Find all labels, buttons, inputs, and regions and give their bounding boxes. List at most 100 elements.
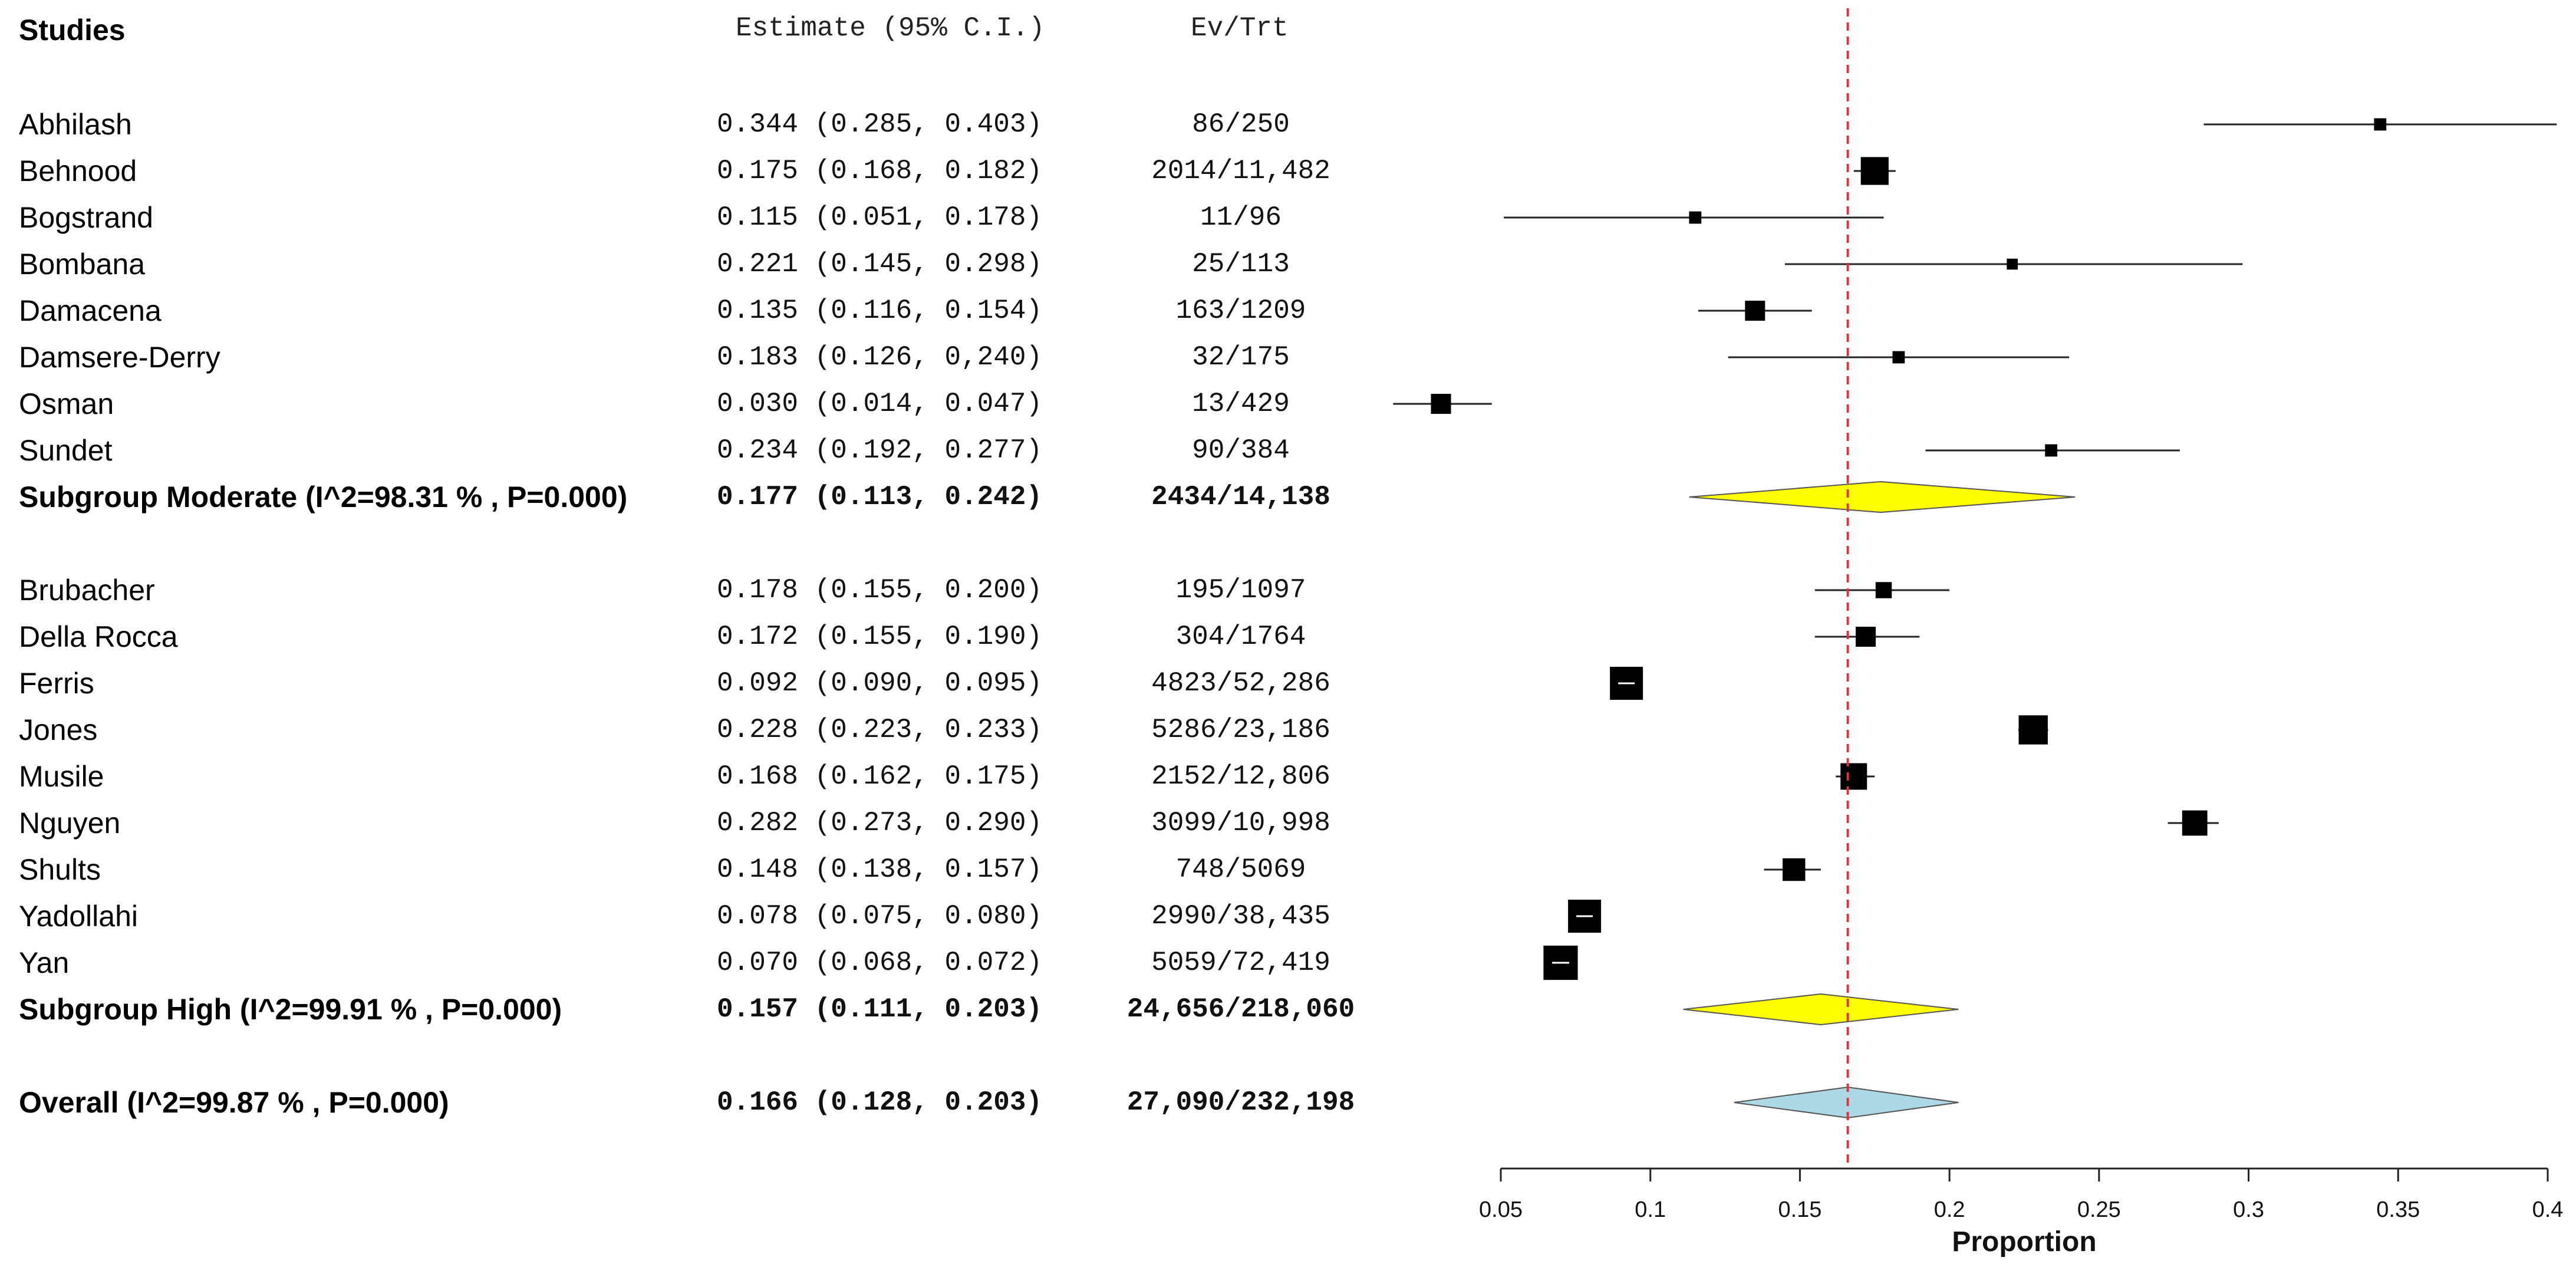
study-name: Behnood: [19, 154, 137, 187]
overall-summary-diamond: [1734, 1086, 1959, 1119]
x-tick-label: 0.35: [2376, 1197, 2420, 1222]
events-cell: 4823/52,286: [1151, 668, 1330, 699]
estimate-cell: 0.183 (0.126, 0,240): [717, 342, 1043, 373]
estimate-cell: 0.030 (0.014, 0.047): [717, 389, 1043, 419]
study-marker: [1840, 763, 1867, 790]
table-row: Damsere-Derry 0.183 (0.126, 0,240) 32/175: [0, 337, 1415, 378]
estimate-cell: 0.177 (0.113, 0.242): [717, 482, 1043, 512]
estimate-cell: 0.178 (0.155, 0.200): [717, 575, 1043, 605]
table-row: Yan 0.070 (0.068, 0.072) 5059/72,419: [0, 942, 1415, 983]
table-row: Bombana 0.221 (0.145, 0.298) 25/113: [0, 243, 1415, 285]
study-name: Overall (I^2=99.87 % , P=0.000): [19, 1086, 449, 1119]
moderate-summary-diamond: [1689, 480, 2076, 514]
estimate-cell: 0.157 (0.111, 0.203): [717, 994, 1043, 1025]
table-row: Ferris 0.092 (0.090, 0.095) 4823/52,286: [0, 663, 1415, 704]
study-name: Jones: [19, 713, 98, 746]
estimate-cell: 0.166 (0.128, 0.203): [717, 1087, 1043, 1118]
estimate-cell: 0.070 (0.068, 0.072): [717, 947, 1043, 978]
study-name: Subgroup High (I^2=99.91 % , P=0.000): [19, 993, 562, 1026]
table-row: Della Rocca 0.172 (0.155, 0.190) 304/1764: [0, 616, 1415, 657]
events-cell: 24,656/218,060: [1126, 994, 1355, 1025]
table-row: Osman 0.030 (0.014, 0.047) 13/429: [0, 383, 1415, 424]
x-tick-label: 0.15: [1778, 1197, 1821, 1222]
estimate-cell: 0.115 (0.051, 0.178): [717, 202, 1043, 233]
events-cell: 163/1209: [1175, 295, 1306, 326]
study-name: Osman: [19, 387, 114, 420]
x-tick-label: 0.3: [2233, 1197, 2264, 1222]
events-cell: 5286/23,186: [1151, 715, 1330, 745]
events-cell: 195/1097: [1175, 575, 1306, 605]
study-marker: [1860, 157, 1889, 185]
estimate-cell: 0.172 (0.155, 0.190): [717, 621, 1043, 652]
table-row: Jones 0.228 (0.223, 0.233) 5286/23,186: [0, 709, 1415, 751]
study-name: Shults: [19, 853, 101, 886]
events-cell: 13/429: [1192, 389, 1290, 419]
estimate-cell: 0.282 (0.273, 0.290): [717, 808, 1043, 838]
events-cell: 748/5069: [1175, 854, 1306, 885]
events-cell: 304/1764: [1175, 621, 1306, 652]
table-row: Brubacher 0.178 (0.155, 0.200) 195/1097: [0, 570, 1415, 611]
study-name: Brubacher: [19, 574, 155, 607]
study-marker: [1892, 351, 1905, 364]
estimate-cell: 0.135 (0.116, 0.154): [717, 295, 1043, 326]
study-marker: [1431, 394, 1451, 414]
x-tick-label: 0.05: [1479, 1197, 1523, 1222]
study-name: Abhilash: [19, 108, 132, 141]
study-name: Yadollahi: [19, 900, 139, 933]
events-cell: 11/96: [1200, 202, 1282, 233]
estimate-cell: 0.234 (0.192, 0.277): [717, 435, 1043, 466]
table-row: Damacena 0.135 (0.116, 0.154) 163/1209: [0, 290, 1415, 331]
header-estimate: Estimate (95% C.I.): [736, 13, 1045, 44]
events-cell: 86/250: [1192, 109, 1290, 140]
study-name: Yan: [19, 946, 70, 979]
study-name: Della Rocca: [19, 620, 178, 653]
events-cell: 32/175: [1192, 342, 1290, 373]
table-row: Sundet 0.234 (0.192, 0.277) 90/384: [0, 430, 1415, 471]
study-marker: [2045, 444, 2058, 457]
table-row: Abhilash 0.344 (0.285, 0.403) 86/250: [0, 104, 1415, 145]
estimate-cell: 0.175 (0.168, 0.182): [717, 156, 1043, 186]
estimate-cell: 0.092 (0.090, 0.095): [717, 668, 1043, 699]
x-axis-label: Proportion: [1952, 1226, 2096, 1258]
study-marker: [1856, 627, 1876, 647]
study-name: Damacena: [19, 294, 162, 327]
events-cell: 2990/38,435: [1151, 901, 1330, 932]
table-row: Bogstrand 0.115 (0.051, 0.178) 11/96: [0, 197, 1415, 238]
study-name: Ferris: [19, 667, 94, 700]
table-row: Musile 0.168 (0.162, 0.175) 2152/12,806: [0, 756, 1415, 797]
summary-row: Subgroup Moderate (I^2=98.31 % , P=0.000…: [0, 476, 1415, 518]
study-marker: [1875, 582, 1892, 598]
x-tick-label: 0.2: [1934, 1197, 1965, 1222]
study-name: Damsere-Derry: [19, 341, 220, 374]
header-studies: Studies: [19, 14, 126, 47]
x-tick-label: 0.25: [2077, 1197, 2121, 1222]
study-name: Sundet: [19, 434, 113, 467]
estimate-cell: 0.228 (0.223, 0.233): [717, 715, 1043, 745]
x-tick-label: 0.4: [2532, 1197, 2564, 1222]
study-marker: [1783, 858, 1806, 881]
study-marker: [2018, 715, 2048, 745]
summary-row: Subgroup High (I^2=99.91 % , P=0.000) 0.1…: [0, 989, 1415, 1030]
events-cell: 2434/14,138: [1151, 482, 1330, 512]
study-name: Musile: [19, 760, 104, 793]
header-events: Ev/Trt: [1191, 13, 1289, 44]
events-cell: 2152/12,806: [1151, 761, 1330, 792]
events-cell: 27,090/232,198: [1126, 1087, 1355, 1118]
study-marker: [1689, 211, 1702, 224]
table-row: Nguyen 0.282 (0.273, 0.290) 3099/10,998: [0, 802, 1415, 844]
table-row: Yadollahi 0.078 (0.075, 0.080) 2990/38,435: [0, 896, 1415, 937]
study-name: Subgroup Moderate (I^2=98.31 % , P=0.000…: [19, 480, 628, 514]
events-cell: 90/384: [1192, 435, 1290, 466]
events-cell: 5059/72,419: [1151, 947, 1330, 978]
study-marker: [2007, 258, 2018, 270]
study-marker: [2182, 810, 2208, 836]
estimate-cell: 0.221 (0.145, 0.298): [717, 249, 1043, 279]
study-name: Nguyen: [19, 807, 121, 840]
study-marker: [1745, 301, 1765, 321]
high-summary-diamond: [1683, 993, 1959, 1026]
estimate-cell: 0.078 (0.075, 0.080): [717, 901, 1043, 932]
study-marker: [2374, 118, 2387, 131]
table-row: Shults 0.148 (0.138, 0.157) 748/5069: [0, 849, 1415, 890]
